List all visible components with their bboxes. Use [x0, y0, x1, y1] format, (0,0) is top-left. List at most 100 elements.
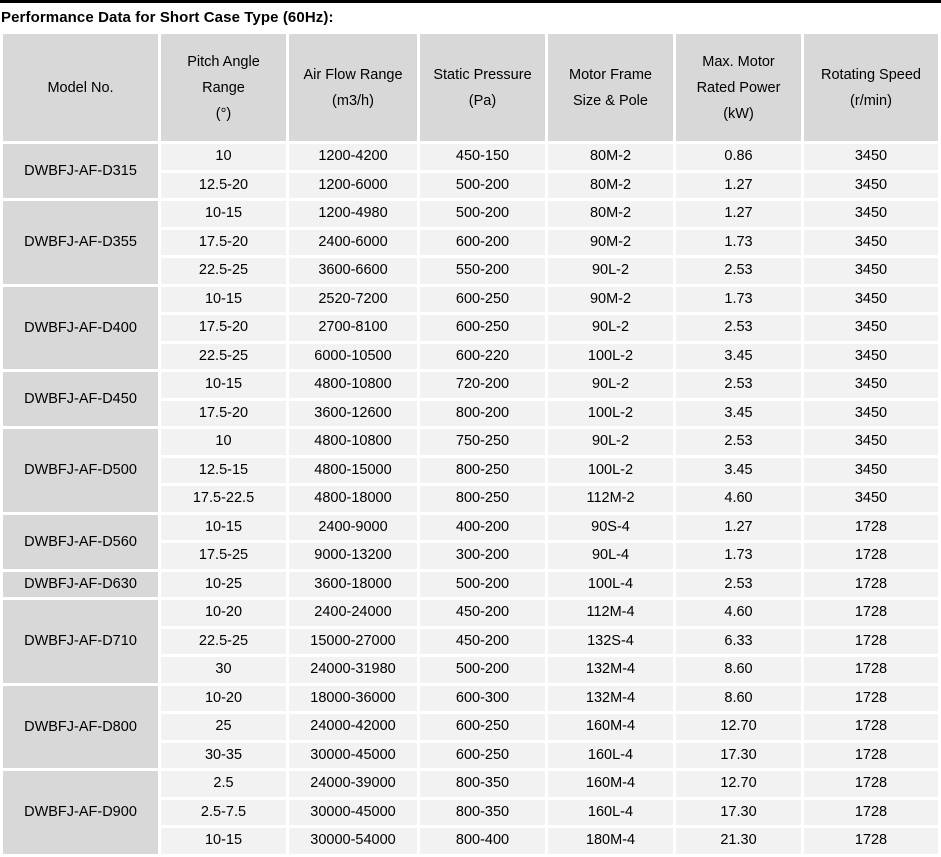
data-cell: 450-200 — [420, 600, 545, 626]
data-cell: 4.60 — [676, 486, 801, 512]
model-cell: DWBFJ-AF-D560 — [3, 514, 158, 569]
data-cell: 12.5-20 — [161, 172, 286, 198]
data-cell: 2.53 — [676, 429, 801, 455]
data-cell: 90L-2 — [548, 258, 673, 284]
data-cell: 132M-4 — [548, 657, 673, 683]
data-cell: 9000-13200 — [289, 543, 417, 569]
data-cell: 4800-10800 — [289, 429, 417, 455]
model-cell: DWBFJ-AF-D900 — [3, 771, 158, 854]
data-cell: 2.53 — [676, 258, 801, 284]
column-header: Max. Motor Rated Power (kW) — [676, 34, 801, 141]
data-cell: 2400-6000 — [289, 229, 417, 255]
column-header-line: Air Flow Range — [303, 66, 403, 83]
data-cell: 10-25 — [161, 571, 286, 597]
data-cell: 800-200 — [420, 400, 545, 426]
data-cell: 100L-2 — [548, 343, 673, 369]
data-cell: 2400-24000 — [289, 600, 417, 626]
column-header-line: Rated Power — [696, 79, 781, 96]
data-cell: 720-200 — [420, 372, 545, 398]
data-cell: 3450 — [804, 486, 938, 512]
data-cell: 2400-9000 — [289, 514, 417, 540]
data-cell: 90L-2 — [548, 429, 673, 455]
data-cell: 30000-45000 — [289, 742, 417, 768]
column-header-line: Max. Motor — [702, 53, 775, 70]
table-row: DWBFJ-AF-D500 10 4800-10800 750-250 90L-2 2.5… — [3, 429, 938, 512]
data-cell: 1.73 — [676, 286, 801, 312]
data-cell: 3450 — [804, 172, 938, 198]
column-header: Motor Frame Size & Pole — [548, 34, 673, 141]
data-cell: 17.5-20 — [161, 315, 286, 341]
data-cell: 24000-42000 — [289, 714, 417, 740]
data-cell: 1200-6000 — [289, 172, 417, 198]
data-cell: 100L-4 — [548, 571, 673, 597]
column-header: Rotating Speed (r/min) — [804, 34, 938, 141]
table-row: 17.5-20 2400-6000 600-200 90M-2 1.73 3450 — [3, 229, 938, 255]
table-row: DWBFJ-AF-D710 10-20 2400-24000 450-200 112M-… — [3, 600, 938, 683]
data-cell: 1728 — [804, 600, 938, 626]
column-header: Static Pressure (Pa) — [420, 34, 545, 141]
data-cell: 18000-36000 — [289, 685, 417, 711]
page-title: Performance Data for Short Case Type (60… — [1, 9, 334, 26]
model-cell: DWBFJ-AF-D500 — [3, 429, 158, 512]
column-header: Model No. — [3, 34, 158, 141]
data-cell: 160L-4 — [548, 742, 673, 768]
data-cell: 17.30 — [676, 742, 801, 768]
data-cell: 6.33 — [676, 628, 801, 654]
data-cell: 3450 — [804, 429, 938, 455]
data-cell: 22.5-25 — [161, 343, 286, 369]
data-cell: 600-220 — [420, 343, 545, 369]
data-cell: 17.5-20 — [161, 229, 286, 255]
data-cell: 1.27 — [676, 172, 801, 198]
table-header-row: Model No. Pitch Angle Range (°) Air Flow Ran… — [3, 34, 938, 141]
data-cell: 15000-27000 — [289, 628, 417, 654]
column-header-line: Static Pressure — [433, 66, 532, 83]
performance-table: Model No. Pitch Angle Range (°) Air Flow Ran… — [0, 31, 941, 857]
data-cell: 0.86 — [676, 144, 801, 170]
data-cell: 800-250 — [420, 486, 545, 512]
data-cell: 17.5-25 — [161, 543, 286, 569]
data-cell: 600-250 — [420, 315, 545, 341]
data-cell: 80M-2 — [548, 144, 673, 170]
data-cell: 160M-4 — [548, 771, 673, 797]
data-cell: 500-200 — [420, 657, 545, 683]
table-row: 30 24000-31980 500-200 132M-4 8.60 1728 — [3, 657, 938, 683]
data-cell: 3.45 — [676, 343, 801, 369]
column-header-line: Pitch Angle — [187, 53, 260, 70]
data-cell: 1728 — [804, 771, 938, 797]
data-cell: 21.30 — [676, 828, 801, 854]
data-cell: 1728 — [804, 714, 938, 740]
table-body: DWBFJ-AF-D315 10 1200-4200 450-150 80M-2 0.86… — [3, 144, 938, 854]
data-cell: 2.53 — [676, 315, 801, 341]
data-cell: 24000-31980 — [289, 657, 417, 683]
data-cell: 1.73 — [676, 229, 801, 255]
data-cell: 80M-2 — [548, 201, 673, 227]
data-cell: 180M-4 — [548, 828, 673, 854]
column-header: Pitch Angle Range (°) — [161, 34, 286, 141]
data-cell: 112M-4 — [548, 600, 673, 626]
table-row: 10-15 30000-54000 800-400 180M-4 21.30 1728 — [3, 828, 938, 854]
table-row: 25 24000-42000 600-250 160M-4 12.70 1728 — [3, 714, 938, 740]
table-row: 17.5-22.5 4800-18000 800-250 112M-2 4.60 3450 — [3, 486, 938, 512]
data-cell: 3450 — [804, 144, 938, 170]
data-cell: 3600-12600 — [289, 400, 417, 426]
data-cell: 1.73 — [676, 543, 801, 569]
data-cell: 3450 — [804, 201, 938, 227]
data-cell: 600-250 — [420, 742, 545, 768]
table-row: 12.5-15 4800-15000 800-250 100L-2 3.45 3450 — [3, 457, 938, 483]
table-row: 30-35 30000-45000 600-250 160L-4 17.30 1728 — [3, 742, 938, 768]
table-row: DWBFJ-AF-D315 10 1200-4200 450-150 80M-2 0.86… — [3, 144, 938, 198]
column-header: Air Flow Range (m3/h) — [289, 34, 417, 141]
data-cell: 4.60 — [676, 600, 801, 626]
data-cell: 500-200 — [420, 201, 545, 227]
data-cell: 2.53 — [676, 571, 801, 597]
table-row: DWBFJ-AF-D355 10-15 1200-4980 500-200 80M-2 1… — [3, 201, 938, 284]
data-cell: 12.5-15 — [161, 457, 286, 483]
column-header-line: Size & Pole — [573, 92, 648, 109]
table-row: 22.5-25 15000-27000 450-200 132S-4 6.33 1728 — [3, 628, 938, 654]
data-cell: 4800-18000 — [289, 486, 417, 512]
data-cell: 90S-4 — [548, 514, 673, 540]
model-cell: DWBFJ-AF-D450 — [3, 372, 158, 426]
data-cell: 30 — [161, 657, 286, 683]
data-cell: 3450 — [804, 343, 938, 369]
table-row: 22.5-25 6000-10500 600-220 100L-2 3.45 3450 — [3, 343, 938, 369]
